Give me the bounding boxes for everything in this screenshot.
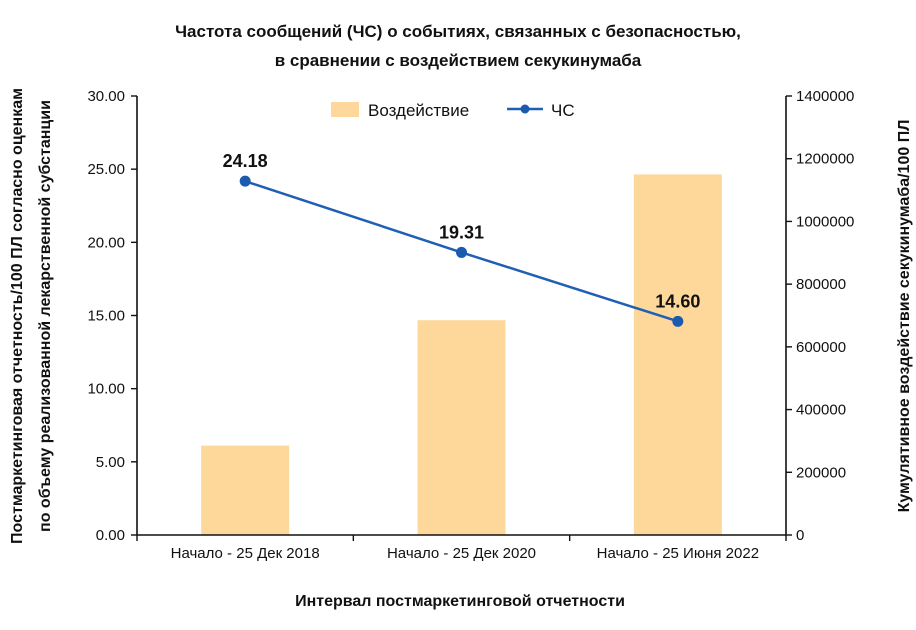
right-tick-label-7: 1400000 (796, 88, 854, 105)
right-tick-label-5: 1000000 (796, 213, 854, 230)
left-tick-label-2: 10.00 (87, 381, 125, 398)
legend-swatch-exposure (331, 102, 359, 117)
legend-marker-rate (520, 104, 530, 114)
bar-series (201, 174, 722, 535)
category-labels: Начало - 25 Дек 2018 Начало - 25 Дек 2020… (136, 535, 787, 562)
data-labels: 24.18 19.31 14.60 (223, 151, 701, 311)
y-axis-left-title-line-2: по объему реализованной лекарственной су… (37, 100, 54, 532)
rate-data-label-3: 14.60 (655, 291, 700, 311)
category-label-2: Начало - 25 Дек 2020 (387, 545, 536, 562)
chart-title-line-2: в сравнении с воздействием секукинумаба (275, 51, 642, 70)
bar-exposure-2 (417, 320, 506, 535)
bar-exposure-1 (201, 445, 290, 535)
right-tick-label-2: 400000 (796, 402, 846, 419)
category-label-3: Начало - 25 Июня 2022 (597, 545, 759, 562)
right-tick-label-4: 800000 (796, 276, 846, 293)
category-label-1: Начало - 25 Дек 2018 (171, 545, 320, 562)
rate-marker-3 (672, 315, 684, 327)
x-axis-title: Интервал постмаркетинговой отчетности (295, 593, 625, 610)
rate-data-label-2: 19.31 (439, 222, 484, 242)
left-tick-label-4: 20.00 (87, 234, 125, 251)
right-axis-ticks: 0 200000 400000 600000 800000 1000000 1200000 1… (786, 88, 854, 544)
rate-marker-1 (239, 175, 251, 187)
left-tick-label-1: 5.00 (96, 454, 125, 471)
rate-data-label-1: 24.18 (223, 151, 268, 171)
y-axis-right-title: Кумулятивное воздействие секукинумаба/10… (896, 120, 913, 513)
chart-title-line-1: Частота сообщений (ЧС) о событиях, связа… (175, 22, 741, 41)
left-tick-label-5: 25.00 (87, 161, 125, 178)
left-tick-label-3: 15.00 (87, 308, 125, 325)
y-axis-left-title-line-1: Постмаркетинговая отчетность/100 ПЛ согл… (9, 88, 26, 544)
right-tick-label-6: 1200000 (796, 151, 854, 168)
bar-exposure-3 (633, 174, 722, 535)
left-axis-ticks: 0.00 5.00 10.00 15.00 20.00 25.00 30.00 (87, 88, 137, 544)
left-tick-label-0: 0.00 (96, 527, 125, 544)
right-tick-label-0: 0 (796, 527, 804, 544)
legend: Воздействие ЧС (331, 101, 575, 120)
legend-label-exposure: Воздействие (368, 101, 469, 120)
rate-marker-2 (456, 246, 467, 258)
line-series (239, 175, 684, 327)
right-tick-label-1: 200000 (796, 464, 846, 481)
legend-label-rate: ЧС (551, 101, 575, 120)
right-tick-label-3: 600000 (796, 339, 846, 356)
left-tick-label-6: 30.00 (87, 88, 125, 105)
